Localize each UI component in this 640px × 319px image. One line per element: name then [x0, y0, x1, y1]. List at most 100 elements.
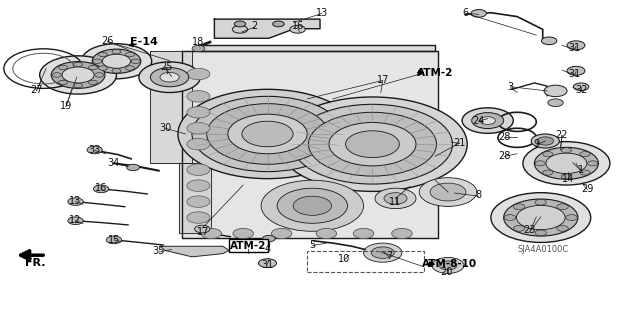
- Circle shape: [557, 204, 568, 210]
- Circle shape: [566, 215, 577, 220]
- Circle shape: [51, 62, 105, 88]
- Text: 28: 28: [498, 131, 511, 142]
- Text: 11: 11: [389, 197, 402, 207]
- Circle shape: [178, 89, 357, 179]
- Circle shape: [491, 193, 591, 242]
- Text: 10: 10: [338, 254, 351, 264]
- Circle shape: [112, 49, 121, 54]
- Circle shape: [74, 83, 83, 88]
- Circle shape: [187, 212, 210, 223]
- Text: 31: 31: [568, 43, 581, 54]
- Polygon shape: [150, 51, 192, 163]
- Text: 2: 2: [252, 21, 258, 31]
- Text: 27: 27: [30, 85, 43, 95]
- Circle shape: [535, 161, 545, 166]
- Circle shape: [74, 62, 83, 67]
- Circle shape: [81, 44, 152, 79]
- Circle shape: [93, 59, 102, 63]
- Circle shape: [207, 104, 328, 164]
- Circle shape: [364, 243, 402, 262]
- Text: 21: 21: [453, 138, 466, 148]
- Circle shape: [261, 180, 364, 231]
- Circle shape: [99, 66, 108, 70]
- Text: 19: 19: [60, 101, 72, 111]
- Circle shape: [150, 68, 189, 87]
- Circle shape: [471, 10, 486, 17]
- Circle shape: [516, 205, 565, 230]
- Circle shape: [504, 215, 516, 220]
- Circle shape: [234, 21, 246, 27]
- Circle shape: [573, 83, 589, 91]
- Circle shape: [541, 37, 557, 45]
- Text: 13: 13: [316, 8, 328, 19]
- Text: 5: 5: [309, 240, 316, 250]
- Circle shape: [535, 199, 547, 205]
- Circle shape: [99, 52, 108, 57]
- Circle shape: [195, 225, 210, 233]
- Circle shape: [125, 52, 134, 57]
- Circle shape: [462, 108, 513, 133]
- Circle shape: [59, 80, 68, 85]
- Circle shape: [371, 247, 394, 258]
- Circle shape: [419, 178, 477, 206]
- Circle shape: [259, 259, 276, 268]
- Text: 17: 17: [197, 227, 210, 237]
- Text: 32: 32: [575, 85, 588, 95]
- Text: 18: 18: [192, 37, 205, 47]
- Circle shape: [139, 62, 200, 93]
- Circle shape: [187, 122, 210, 134]
- Text: 25: 25: [160, 62, 173, 72]
- Text: 30: 30: [159, 122, 172, 133]
- Circle shape: [40, 56, 116, 94]
- Circle shape: [588, 161, 598, 166]
- Circle shape: [271, 228, 292, 239]
- Circle shape: [439, 261, 457, 270]
- Circle shape: [375, 188, 416, 209]
- Text: 14: 14: [562, 174, 575, 184]
- Circle shape: [567, 41, 585, 50]
- Circle shape: [384, 193, 407, 204]
- Text: 22: 22: [556, 130, 568, 140]
- Polygon shape: [214, 19, 320, 38]
- Circle shape: [88, 65, 97, 70]
- Circle shape: [546, 153, 587, 174]
- Text: 16: 16: [291, 21, 304, 31]
- Text: ATM-2: ATM-2: [230, 241, 266, 251]
- Circle shape: [480, 117, 495, 124]
- Circle shape: [543, 170, 553, 175]
- Circle shape: [127, 164, 140, 171]
- Text: 35: 35: [152, 246, 165, 256]
- Text: 3: 3: [508, 82, 514, 92]
- Circle shape: [112, 69, 121, 73]
- Circle shape: [537, 137, 554, 145]
- Circle shape: [557, 226, 568, 231]
- Text: ATM-8-10: ATM-8-10: [422, 259, 477, 269]
- Circle shape: [102, 54, 131, 68]
- Circle shape: [430, 183, 466, 201]
- Circle shape: [125, 66, 134, 70]
- Text: 31: 31: [568, 69, 581, 79]
- Circle shape: [62, 67, 94, 83]
- Text: 29: 29: [581, 184, 594, 194]
- Circle shape: [329, 122, 416, 166]
- Circle shape: [187, 107, 210, 118]
- Circle shape: [290, 26, 305, 33]
- Circle shape: [561, 174, 572, 179]
- Circle shape: [432, 257, 464, 273]
- Text: 33: 33: [88, 145, 101, 155]
- Text: 8: 8: [476, 190, 482, 200]
- Circle shape: [504, 199, 578, 236]
- Text: 28: 28: [498, 151, 511, 161]
- Text: E-14: E-14: [130, 37, 158, 47]
- Circle shape: [513, 204, 525, 210]
- Circle shape: [68, 198, 83, 205]
- Circle shape: [187, 164, 210, 175]
- Circle shape: [535, 230, 547, 236]
- Circle shape: [308, 112, 436, 176]
- Circle shape: [59, 65, 68, 70]
- Circle shape: [228, 114, 307, 154]
- Text: 4: 4: [264, 244, 271, 255]
- Circle shape: [233, 228, 253, 239]
- Text: 7: 7: [386, 251, 392, 261]
- Circle shape: [187, 91, 210, 102]
